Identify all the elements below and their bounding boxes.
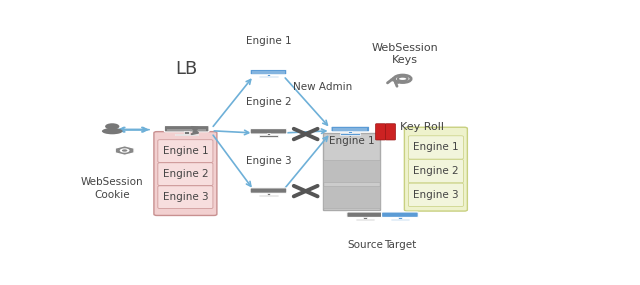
Text: Engine 2: Engine 2 (163, 169, 208, 179)
Ellipse shape (102, 128, 123, 134)
Bar (340, 133, 360, 135)
FancyBboxPatch shape (158, 186, 213, 208)
Bar (323, 160, 380, 182)
Circle shape (105, 123, 120, 130)
Text: Engine 3: Engine 3 (246, 156, 291, 166)
FancyBboxPatch shape (164, 125, 209, 132)
Bar (167, 129, 207, 130)
FancyBboxPatch shape (385, 124, 396, 140)
Text: Key Roll: Key Roll (400, 123, 444, 133)
FancyBboxPatch shape (331, 126, 370, 132)
Bar (267, 74, 270, 76)
Bar (267, 193, 270, 195)
Bar (364, 217, 367, 219)
FancyBboxPatch shape (154, 132, 217, 215)
Bar (175, 134, 198, 135)
Text: WebSession
Keys: WebSession Keys (371, 43, 438, 65)
Text: Engine 1: Engine 1 (329, 136, 374, 146)
FancyBboxPatch shape (408, 160, 463, 183)
Bar (184, 131, 189, 134)
Bar (356, 219, 374, 220)
FancyBboxPatch shape (376, 124, 385, 140)
Text: Engine 2: Engine 2 (413, 166, 459, 176)
Bar (167, 128, 207, 129)
Text: LB: LB (175, 60, 198, 78)
Text: Engine 1: Engine 1 (163, 146, 208, 156)
Text: Engine 2: Engine 2 (246, 97, 291, 107)
Bar (259, 195, 278, 196)
Bar (323, 133, 380, 210)
Polygon shape (115, 146, 134, 155)
FancyBboxPatch shape (158, 140, 213, 162)
FancyBboxPatch shape (408, 183, 463, 206)
Bar (349, 216, 381, 217)
Bar (259, 76, 278, 78)
Text: Engine 3: Engine 3 (413, 190, 459, 200)
Bar (390, 219, 409, 220)
Text: New Admin: New Admin (293, 82, 353, 92)
FancyBboxPatch shape (381, 212, 419, 217)
FancyBboxPatch shape (158, 163, 213, 186)
Bar (333, 129, 367, 130)
Bar (259, 135, 278, 137)
Bar (348, 131, 352, 133)
Bar (267, 133, 270, 135)
Bar (252, 72, 285, 73)
Bar (398, 217, 402, 219)
Bar (252, 71, 285, 72)
Bar (323, 186, 380, 207)
FancyBboxPatch shape (408, 136, 463, 159)
FancyBboxPatch shape (404, 127, 467, 211)
Text: Engine 1: Engine 1 (246, 36, 291, 46)
Circle shape (120, 148, 129, 153)
Text: Target: Target (384, 240, 416, 250)
FancyBboxPatch shape (250, 188, 287, 193)
Circle shape (122, 149, 127, 152)
Text: Engine 3: Engine 3 (163, 192, 208, 202)
Text: Engine 1: Engine 1 (413, 142, 459, 152)
Text: WebSession
Cookie: WebSession Cookie (81, 177, 143, 200)
FancyBboxPatch shape (250, 69, 287, 75)
Bar (333, 128, 367, 129)
FancyBboxPatch shape (250, 129, 287, 134)
FancyBboxPatch shape (347, 212, 383, 217)
Text: Source: Source (348, 240, 383, 250)
Bar (384, 216, 416, 217)
